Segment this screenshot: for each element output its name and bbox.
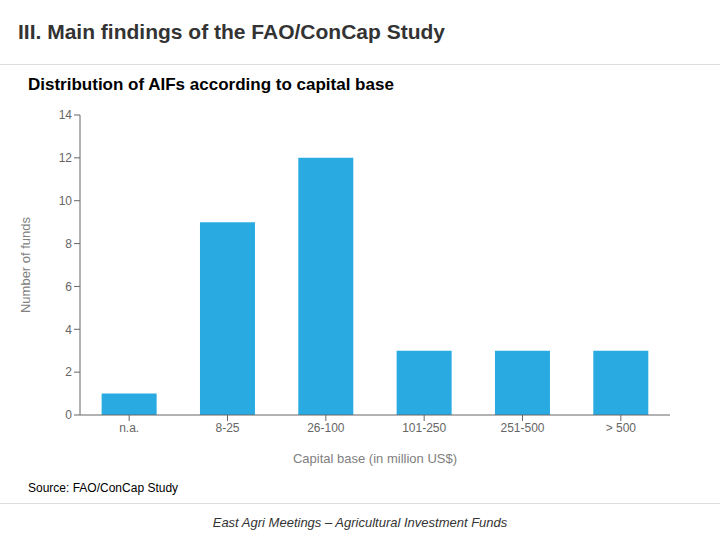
svg-text:26-100: 26-100	[307, 421, 345, 435]
svg-text:> 500: > 500	[606, 421, 637, 435]
html-text:East Agri Meetings – Agricultu: East Agri Meetings – Agricultural Invest…	[212, 514, 508, 530]
svg-text:Number of funds: Number of funds	[18, 216, 33, 313]
html-text:Distribution of AIFs according: Distribution of AIFs according to capita…	[28, 75, 394, 94]
html-text:III. Main findings of the FAO/: III. Main findings of the FAO/ConCap Stu…	[18, 20, 445, 43]
svg-text:12: 12	[59, 151, 73, 165]
svg-text:n.a.: n.a.	[119, 421, 139, 435]
svg-text:6: 6	[65, 280, 72, 294]
svg-text:14: 14	[59, 108, 73, 122]
svg-text:10: 10	[59, 194, 73, 208]
svg-text:0: 0	[65, 408, 72, 422]
svg-text:8-25: 8-25	[215, 421, 239, 435]
html-text:Source: FAO/ConCap Study: Source: FAO/ConCap Study	[28, 481, 179, 495]
svg-text:251-500: 251-500	[500, 421, 544, 435]
svg-text:4: 4	[65, 323, 72, 337]
svg-text:Capital base (in million US$): Capital base (in million US$)	[293, 451, 457, 466]
svg-text:2: 2	[65, 365, 72, 379]
svg-text:8: 8	[65, 237, 72, 251]
svg-text:101-250: 101-250	[402, 421, 446, 435]
